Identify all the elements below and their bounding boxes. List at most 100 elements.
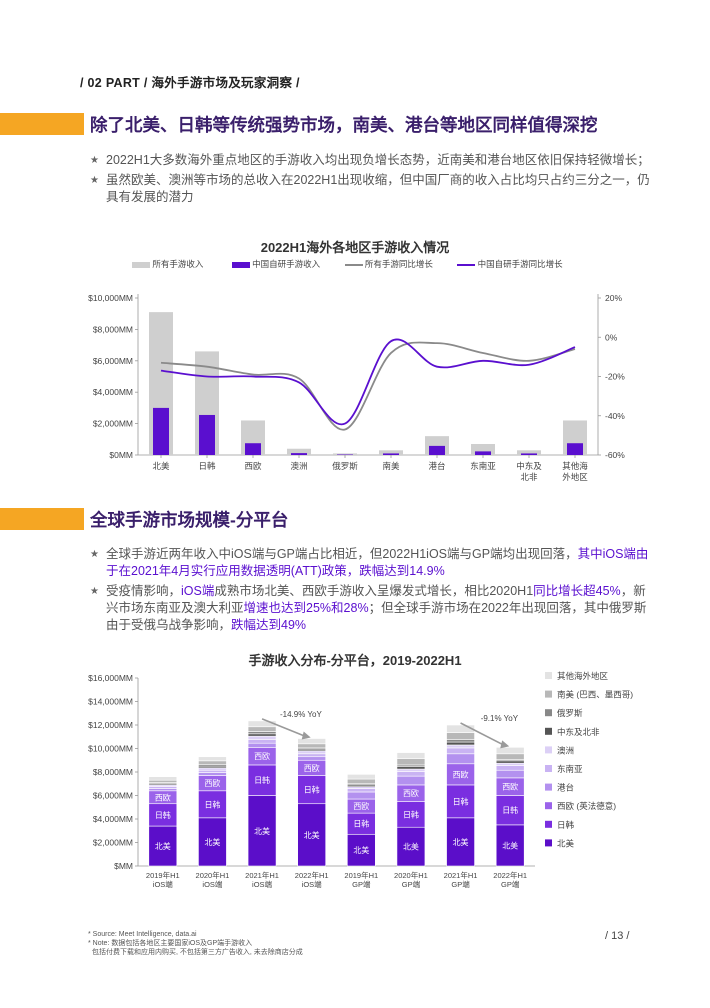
bar-all-revenue xyxy=(517,450,541,455)
bar-cn-revenue xyxy=(475,451,491,455)
section2-title: 全球手游市场规模-分平台 xyxy=(90,510,289,530)
stack-segment xyxy=(247,733,277,737)
bullet-highlight: 跌幅达到49% xyxy=(231,618,307,632)
legend-label: 日韩 xyxy=(557,820,575,830)
footer-source: * Source: Meet Intelligence, data.ai xyxy=(88,931,197,938)
y-tick-label: $6,000MM xyxy=(93,356,133,366)
bar-cn-revenue xyxy=(153,407,169,455)
x-tick-label: 西欧 xyxy=(244,461,262,471)
yoy-arrowhead xyxy=(500,740,510,749)
breadcrumb: / 02 PART / 海外手游市场及玩家洞察 / xyxy=(80,76,300,90)
stack-segment xyxy=(495,765,525,771)
stack-segment xyxy=(297,753,326,758)
legend-label: 南美 (巴西、墨西哥) xyxy=(557,690,633,700)
stack-segment xyxy=(247,742,277,748)
segment-label: 日韩 xyxy=(453,796,469,806)
yoy-arrow xyxy=(460,722,505,747)
stack-segment xyxy=(247,739,277,744)
x-tick-label: 2019年H1 xyxy=(146,870,180,880)
star-icon: ★ xyxy=(90,549,99,560)
y-tick-label: $12,000MM xyxy=(88,720,133,730)
bar-cn-revenue xyxy=(567,443,583,455)
legend-swatch xyxy=(545,839,552,847)
segment-label: 北美 xyxy=(502,840,518,850)
x-tick-label: 2021年H1 xyxy=(245,870,279,880)
stack-segment xyxy=(396,758,426,766)
stack-segment xyxy=(495,769,525,779)
segment-label: 北美 xyxy=(155,841,171,851)
segment-label: 北美 xyxy=(353,845,369,855)
stack-segment xyxy=(297,803,326,867)
stack-segment xyxy=(198,767,227,771)
bar-cn-revenue xyxy=(429,445,445,455)
platform-revenue-chart: $MM $2,000MM $4,000MM $6,000MM $8,000MM $10,0… xyxy=(88,671,633,889)
stack-segment xyxy=(347,774,376,780)
star-icon: ★ xyxy=(90,586,99,597)
stack-segment xyxy=(148,779,178,783)
stack-segment xyxy=(446,739,475,743)
bullet-text: 成熟市场北美、西欧手游收入呈爆发式增长，相比2020H1 xyxy=(214,584,534,598)
x-tick-label: iOS端 xyxy=(252,879,273,889)
stack-segment xyxy=(396,771,426,777)
bullet-text: ，新兴市场东南亚及澳大利亚 xyxy=(106,584,646,615)
bullet-item: ★ 2022H1大多数海外重点地区的手游收入均出现负增长态势，近南美和港台地区依旧… xyxy=(90,152,650,169)
line-cn-yoy xyxy=(160,338,576,426)
segment-label: 北美 xyxy=(403,842,419,852)
bullet-text: 受疫情影响， xyxy=(106,584,182,598)
legend-swatch-cn-yoy xyxy=(457,263,476,266)
stack-segment xyxy=(495,762,525,766)
legend-swatch-all xyxy=(132,261,150,268)
segment-label: 北美 xyxy=(204,837,220,847)
stack-segment xyxy=(297,738,326,745)
segment-label: 西欧 xyxy=(155,792,171,802)
stack-segment xyxy=(495,760,525,764)
yoy-annotation: -14.9% YoY xyxy=(280,710,322,719)
section1-bullets: ★ 2022H1大多数海外重点地区的手游收入均出现负增长态势，近南美和港台地区依旧… xyxy=(90,152,650,209)
y-tick-label: $8,000MM xyxy=(93,767,133,777)
y-tick-label: $10,000MM xyxy=(88,293,133,303)
bullet-item: ★ 虽然欧美、澳洲等市场的总收入在2022H1出现收缩，但中国厂商的收入占比均只占… xyxy=(90,172,650,206)
stack-segment xyxy=(198,772,227,776)
x-tick-label: 2021年H1 xyxy=(444,870,478,880)
bullet-highlight: 同比增长超45% xyxy=(533,584,621,598)
y2-tick-label: -20% xyxy=(605,372,625,382)
line-all-yoy xyxy=(160,341,576,431)
segment-label: 日韩 xyxy=(254,775,270,785)
x-tick-label: 2022年H1 xyxy=(493,870,527,880)
stack-segment xyxy=(198,760,227,765)
bullet-highlight: 其中iOS端由于在2021年4月实行应用数据透明(ATT)政策，跌幅达到14.9… xyxy=(106,547,649,578)
legend-swatch xyxy=(545,765,552,772)
segment-label: 日韩 xyxy=(403,809,419,819)
y-tick-label: $2,000MM xyxy=(93,838,133,848)
stack-segment xyxy=(446,732,475,740)
y-tick-label: $MM xyxy=(114,861,133,871)
x-tick-label: iOS端 xyxy=(302,879,323,889)
legend-label-all: 所有手游收入 xyxy=(152,259,204,269)
segment-label: 西欧 xyxy=(453,769,469,779)
bar-all-revenue xyxy=(471,444,495,455)
segment-label: 西欧 xyxy=(304,763,320,773)
segment-label: 西欧 xyxy=(403,788,419,798)
stack-segment xyxy=(396,826,426,867)
y-tick-label: $4,000MM xyxy=(93,387,133,397)
x-tick-label: 其他海外地区 xyxy=(562,461,588,482)
section1-title: 除了北美、日韩等传统强势市场，南美、港台等地区同样值得深挖 xyxy=(90,115,598,135)
stack-segment xyxy=(446,747,475,755)
bar-all-revenue xyxy=(333,453,357,455)
legend-swatch xyxy=(545,709,552,717)
stack-segment xyxy=(247,731,277,735)
legend-swatch xyxy=(545,820,552,828)
footer-note: 包括付费下载和应用内购买, 不包括第三方广告收入, 未去除商店分成 xyxy=(92,949,303,956)
y2-tick-label: 20% xyxy=(605,293,622,303)
legend-swatch xyxy=(545,727,552,735)
stack-segment xyxy=(247,726,277,732)
stack-segment xyxy=(446,744,475,749)
stack-segment xyxy=(446,817,475,867)
stack-segment xyxy=(347,788,376,793)
y-tick-label: $16,000MM xyxy=(88,673,133,683)
y2-tick-label: 0% xyxy=(605,332,618,342)
stack-segment xyxy=(396,768,426,772)
stack-segment xyxy=(495,753,525,760)
stack-segment xyxy=(446,724,475,733)
segment-label: 北美 xyxy=(304,830,320,840)
